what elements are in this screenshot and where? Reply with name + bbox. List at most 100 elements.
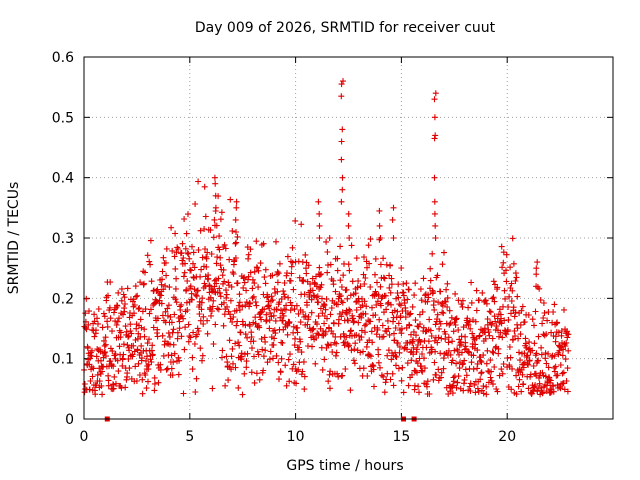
data-point xyxy=(81,381,88,387)
data-point xyxy=(410,344,417,351)
data-point xyxy=(339,174,346,181)
data-point xyxy=(393,354,400,360)
data-point xyxy=(119,356,126,363)
data-point xyxy=(411,292,418,299)
data-point xyxy=(413,346,420,353)
data-point xyxy=(239,391,246,398)
data-point xyxy=(525,312,532,318)
data-point xyxy=(201,280,208,287)
y-axis-label: SRMTID / TECUs xyxy=(6,182,22,295)
y-tick-label: 0 xyxy=(65,412,74,428)
data-point xyxy=(164,312,171,319)
data-point xyxy=(529,316,536,323)
data-point xyxy=(432,90,439,97)
data-point xyxy=(405,382,412,389)
data-point xyxy=(132,283,139,290)
data-point xyxy=(538,344,545,351)
data-point xyxy=(487,309,494,316)
data-point xyxy=(120,341,127,348)
data-point xyxy=(118,285,125,292)
data-point xyxy=(244,350,251,357)
data-point xyxy=(440,310,447,317)
data-point xyxy=(431,198,438,205)
data-point xyxy=(158,281,165,288)
data-point xyxy=(427,265,434,272)
data-point xyxy=(510,336,517,343)
data-point xyxy=(554,319,561,326)
data-point xyxy=(247,300,254,307)
data-point xyxy=(461,376,468,383)
data-point xyxy=(219,354,225,361)
data-point xyxy=(197,273,204,280)
data-point xyxy=(188,267,194,274)
data-point xyxy=(389,216,396,223)
data-point xyxy=(340,272,347,279)
data-point xyxy=(249,345,255,352)
data-point xyxy=(169,372,176,379)
data-point xyxy=(219,347,226,354)
data-point xyxy=(227,196,234,203)
data-point xyxy=(425,294,432,301)
data-point xyxy=(332,352,339,359)
data-point xyxy=(301,373,308,380)
data-point xyxy=(162,259,169,266)
data-point xyxy=(262,338,269,345)
data-point xyxy=(545,350,552,357)
data-point xyxy=(437,320,444,327)
data-point xyxy=(297,319,304,326)
data-point xyxy=(378,302,384,309)
data-point xyxy=(105,377,112,384)
data-point xyxy=(374,326,381,333)
data-point xyxy=(244,334,251,341)
data-point xyxy=(376,316,383,323)
data-point xyxy=(253,302,260,309)
data-point xyxy=(163,245,170,252)
data-point xyxy=(326,371,333,378)
data-point xyxy=(561,306,567,313)
data-point xyxy=(274,279,281,286)
data-point xyxy=(355,278,362,284)
data-point xyxy=(172,285,179,292)
data-point xyxy=(466,318,473,325)
data-point xyxy=(434,272,441,279)
data-point xyxy=(550,383,557,390)
data-point xyxy=(534,358,541,365)
data-point xyxy=(214,254,221,261)
data-point xyxy=(449,357,456,364)
data-point xyxy=(235,302,242,309)
data-point xyxy=(327,368,334,375)
data-point xyxy=(102,334,109,341)
data-point xyxy=(208,308,215,315)
data-point xyxy=(496,306,503,313)
data-point xyxy=(497,329,504,336)
data-point xyxy=(400,389,407,396)
data-point xyxy=(509,287,516,294)
data-point xyxy=(234,280,241,287)
data-point xyxy=(321,320,328,327)
data-point xyxy=(221,278,228,285)
data-point xyxy=(361,322,368,329)
data-point xyxy=(188,296,195,303)
data-point xyxy=(458,301,465,308)
data-point xyxy=(282,362,289,369)
data-point xyxy=(519,303,526,310)
data-point xyxy=(171,311,178,318)
data-point xyxy=(180,273,187,280)
data-point xyxy=(510,260,517,267)
data-point xyxy=(142,269,148,276)
data-point xyxy=(151,374,158,381)
data-point xyxy=(335,373,342,380)
data-point xyxy=(491,364,498,370)
data-point xyxy=(251,280,258,287)
data-point xyxy=(398,265,405,271)
data-point xyxy=(526,357,533,364)
data-point xyxy=(103,353,109,360)
data-point xyxy=(125,356,132,362)
data-point xyxy=(194,287,201,294)
data-point xyxy=(438,335,445,342)
data-point xyxy=(185,338,192,345)
data-point xyxy=(409,371,415,378)
data-point xyxy=(332,288,339,295)
data-point xyxy=(504,326,511,333)
data-point xyxy=(453,316,459,323)
